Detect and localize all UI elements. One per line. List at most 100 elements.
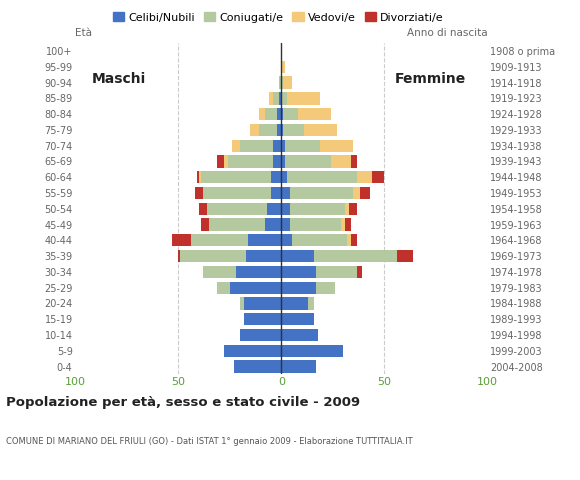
Bar [285, 140, 320, 152]
Bar [180, 250, 246, 262]
Text: COMUNE DI MARIANO DEL FRIULI (GO) - Dati ISTAT 1° gennaio 2009 - Elaborazione TU: COMUNE DI MARIANO DEL FRIULI (GO) - Dati… [6, 437, 412, 446]
Bar [236, 266, 281, 278]
Bar [372, 171, 384, 183]
Bar [281, 171, 288, 183]
Bar [292, 234, 347, 247]
Bar [203, 266, 236, 278]
Legend: Celibi/Nubili, Coniugati/e, Vedovi/e, Divorziati/e: Celibi/Nubili, Coniugati/e, Vedovi/e, Di… [108, 8, 448, 27]
Bar [308, 297, 314, 310]
Bar [320, 140, 353, 152]
Bar [201, 218, 209, 231]
Bar [281, 187, 289, 199]
Bar [259, 108, 265, 120]
Bar [284, 124, 304, 136]
Bar [288, 171, 357, 183]
Bar [267, 203, 281, 215]
Bar [244, 297, 281, 310]
Bar [285, 156, 331, 168]
Bar [195, 187, 203, 199]
Bar [224, 156, 228, 168]
Bar [281, 218, 289, 231]
Bar [353, 187, 360, 199]
Bar [331, 156, 351, 168]
Bar [207, 203, 267, 215]
Bar [289, 187, 353, 199]
Bar [316, 266, 357, 278]
Bar [273, 92, 279, 105]
Bar [218, 281, 230, 294]
Text: Maschi: Maschi [92, 72, 146, 86]
Bar [284, 76, 292, 89]
Bar [288, 92, 320, 105]
Bar [201, 171, 271, 183]
Bar [281, 266, 316, 278]
Bar [351, 234, 357, 247]
Bar [277, 108, 281, 120]
Bar [341, 218, 345, 231]
Bar [316, 281, 335, 294]
Bar [281, 108, 284, 120]
Bar [281, 234, 292, 247]
Bar [281, 92, 288, 105]
Bar [351, 156, 357, 168]
Bar [230, 281, 281, 294]
Bar [345, 218, 351, 231]
Bar [357, 171, 372, 183]
Bar [234, 360, 281, 372]
Bar [240, 140, 273, 152]
Bar [357, 266, 361, 278]
Bar [248, 234, 281, 247]
Bar [281, 124, 284, 136]
Bar [289, 218, 341, 231]
Bar [304, 124, 337, 136]
Bar [347, 234, 351, 247]
Bar [281, 313, 314, 325]
Bar [281, 156, 285, 168]
Bar [240, 329, 281, 341]
Bar [178, 250, 180, 262]
Bar [273, 156, 281, 168]
Bar [281, 345, 343, 357]
Bar [281, 76, 284, 89]
Bar [345, 203, 349, 215]
Bar [281, 250, 314, 262]
Bar [240, 297, 244, 310]
Bar [199, 171, 201, 183]
Bar [199, 203, 207, 215]
Bar [269, 92, 273, 105]
Bar [279, 92, 281, 105]
Bar [251, 124, 259, 136]
Text: Anno di nascita: Anno di nascita [407, 28, 487, 38]
Bar [273, 140, 281, 152]
Text: Popolazione per età, sesso e stato civile - 2009: Popolazione per età, sesso e stato civil… [6, 396, 360, 409]
Bar [298, 108, 331, 120]
Bar [281, 360, 316, 372]
Bar [397, 250, 413, 262]
Bar [228, 156, 273, 168]
Bar [259, 124, 277, 136]
Bar [209, 218, 265, 231]
Text: Femmine: Femmine [394, 72, 466, 86]
Bar [279, 76, 281, 89]
Bar [203, 187, 271, 199]
Bar [281, 140, 285, 152]
Bar [289, 203, 345, 215]
Bar [265, 108, 277, 120]
Bar [281, 329, 318, 341]
Bar [244, 313, 281, 325]
Bar [218, 156, 224, 168]
Bar [224, 345, 281, 357]
Bar [277, 124, 281, 136]
Text: Età: Età [75, 28, 92, 38]
Bar [281, 281, 316, 294]
Bar [197, 171, 199, 183]
Bar [191, 234, 248, 247]
Bar [360, 187, 370, 199]
Bar [232, 140, 240, 152]
Bar [314, 250, 397, 262]
Bar [281, 60, 285, 73]
Bar [246, 250, 281, 262]
Bar [281, 297, 308, 310]
Bar [271, 187, 281, 199]
Bar [172, 234, 191, 247]
